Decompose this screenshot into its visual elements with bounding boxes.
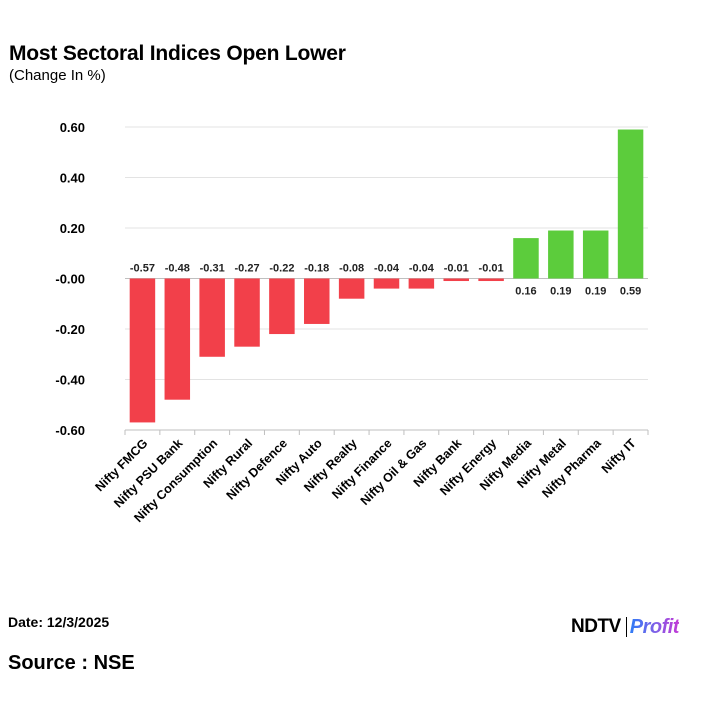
ndtv-profit-logo: NDTV Profit	[571, 614, 679, 640]
bar	[617, 129, 644, 279]
data-label: -0.01	[479, 263, 504, 275]
data-label: 0.59	[620, 286, 641, 298]
bar	[513, 238, 539, 279]
data-label: -0.22	[269, 263, 294, 275]
bar	[373, 278, 400, 289]
date-label: Date: 12/3/2025	[8, 614, 110, 630]
bar	[129, 278, 156, 423]
logo-product: Profit	[629, 615, 680, 638]
bar	[199, 278, 225, 357]
source-label: Source : NSE	[8, 652, 135, 674]
data-label: -0.18	[304, 263, 329, 275]
data-label: -0.01	[444, 263, 469, 275]
bar	[304, 278, 330, 324]
data-label: -0.48	[165, 263, 190, 275]
x-tick-label: Nifty IT	[599, 436, 639, 476]
bar	[234, 278, 260, 347]
bar	[582, 230, 609, 279]
data-label: -0.57	[130, 263, 155, 275]
y-tick-label: -0.20	[55, 322, 85, 337]
chart-subtitle: (Change In %)	[9, 67, 106, 84]
logo-divider	[625, 617, 627, 637]
y-tick-label: 0.40	[60, 171, 85, 186]
y-tick-label: -0.00	[55, 272, 85, 287]
data-label: 0.19	[550, 286, 571, 298]
bar	[443, 278, 469, 282]
bar	[164, 278, 191, 400]
bar	[408, 278, 435, 289]
y-tick-label: -0.40	[55, 373, 85, 388]
bar	[269, 278, 295, 335]
chart-title: Most Sectoral Indices Open Lower	[9, 42, 346, 65]
data-label: -0.04	[374, 263, 400, 275]
data-label: -0.27	[234, 263, 259, 275]
data-label: 0.19	[585, 286, 606, 298]
data-label: -0.08	[339, 263, 364, 275]
x-tick-label: Nifty Defence	[224, 436, 290, 502]
data-label: -0.04	[409, 263, 435, 275]
data-label: 0.16	[515, 286, 536, 298]
y-tick-label: -0.60	[55, 423, 85, 438]
bar	[478, 278, 504, 282]
y-tick-label: 0.20	[60, 221, 85, 236]
bar	[338, 278, 365, 299]
bar	[548, 230, 574, 279]
logo-brand: NDTV	[571, 616, 621, 637]
data-label: -0.31	[200, 263, 225, 275]
y-tick-label: 0.60	[60, 120, 85, 135]
